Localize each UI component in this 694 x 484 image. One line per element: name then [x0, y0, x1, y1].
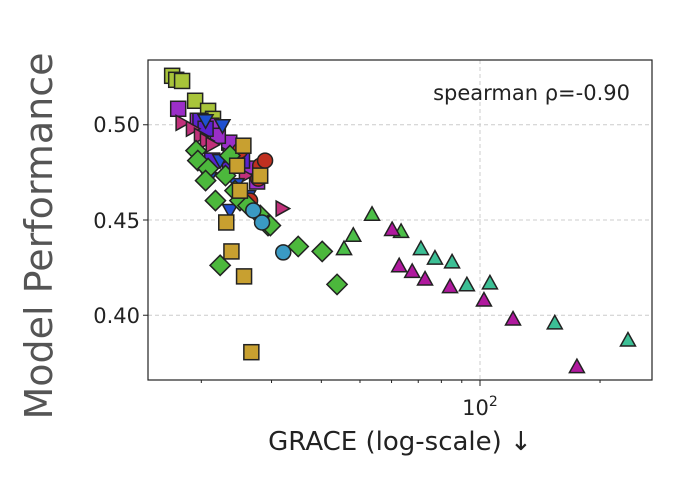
data-point-triangle-right — [205, 135, 222, 154]
data-point-triangle-up — [441, 277, 459, 294]
data-point-triangle-up — [475, 290, 493, 307]
data-point-diamond — [311, 240, 334, 263]
data-point-triangle-down — [196, 114, 215, 130]
data-point-diamond — [208, 254, 232, 277]
data-point-diamond — [194, 169, 217, 192]
data-point-triangle-up — [568, 357, 586, 374]
data-point-square — [231, 182, 249, 199]
data-point-diamond — [204, 189, 227, 212]
data-point-square — [228, 157, 246, 174]
data-point-triangle-up — [383, 220, 401, 237]
data-point-square — [169, 100, 187, 118]
x-tick-label-100: 102 — [462, 394, 498, 420]
data-point-circle — [256, 152, 274, 169]
data-point-square — [223, 243, 240, 260]
axis-ticks — [143, 124, 601, 386]
data-point-triangle-up — [335, 239, 353, 256]
data-point-square — [186, 92, 204, 110]
data-point-circle — [253, 214, 271, 231]
data-point-triangle-up — [390, 256, 408, 273]
data-point-square — [235, 137, 252, 154]
data-point-square — [251, 167, 269, 184]
data-point-circle — [274, 244, 292, 261]
data-point-triangle-up — [504, 310, 522, 326]
data-point-square — [235, 268, 253, 285]
data-point-triangle-down — [221, 203, 239, 220]
y-axis-label: Model Performance — [17, 53, 61, 420]
spearman-annotation: spearman ρ=-0.90 — [433, 81, 630, 105]
data-point-triangle-up — [458, 275, 476, 292]
data-point-triangle-up — [412, 239, 430, 256]
data-point-triangle-up — [546, 313, 564, 330]
data-point-diamond — [287, 235, 310, 258]
data-points — [163, 67, 637, 374]
data-point-circle — [245, 202, 262, 219]
data-point-triangle-up — [416, 270, 434, 286]
data-point-triangle-up — [481, 273, 499, 290]
y-tick-label-0: 0.40 — [93, 304, 140, 328]
data-point-triangle-up — [619, 330, 637, 347]
data-point-square — [173, 72, 191, 90]
data-point-triangle-up — [344, 226, 363, 242]
y-tick-label-1: 0.45 — [93, 209, 140, 233]
data-point-square — [243, 343, 260, 361]
data-point-triangle-right — [275, 199, 292, 218]
x-axis-label: GRACE (log-scale) ↓ — [268, 427, 532, 457]
data-point-triangle-up — [426, 249, 444, 265]
data-point-triangle-right — [175, 114, 192, 132]
data-point-triangle-right — [185, 119, 202, 138]
data-point-triangle-down — [213, 118, 232, 135]
data-point-triangle-up — [363, 205, 381, 222]
data-point-triangle-up — [443, 252, 461, 269]
data-point-diamond — [325, 273, 349, 296]
data-point-triangle-up — [403, 262, 421, 279]
data-point-square — [218, 214, 235, 231]
y-tick-label-2: 0.50 — [93, 113, 140, 137]
